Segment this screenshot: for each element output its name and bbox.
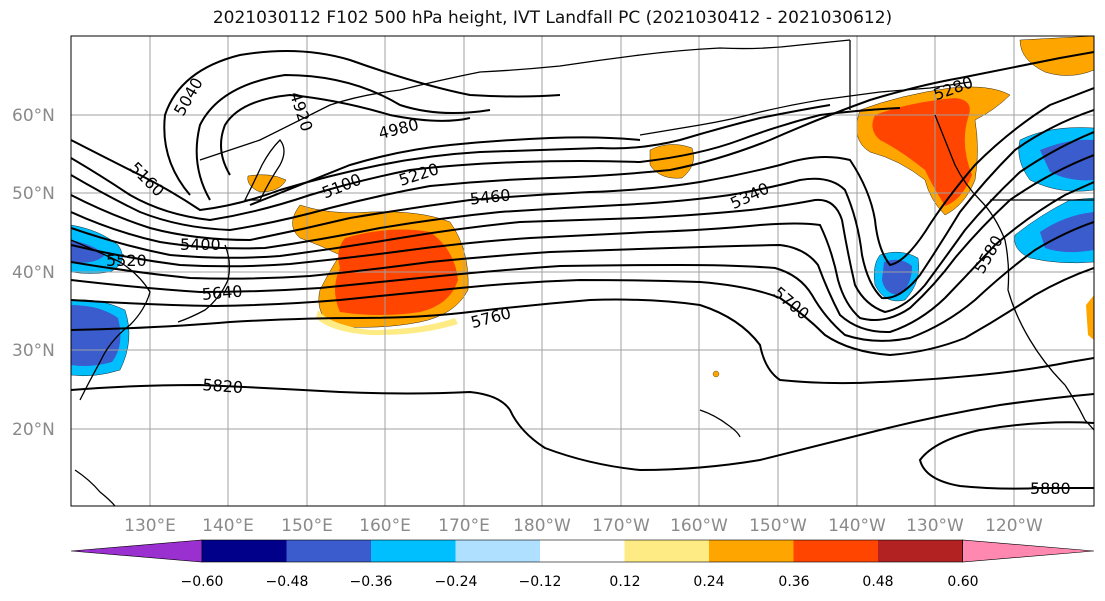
contour-5400 xyxy=(71,109,1094,300)
lon-label: 170°W xyxy=(592,516,650,536)
coast-philippines xyxy=(74,469,116,506)
ivt-dot-hawaii xyxy=(712,370,720,378)
ivt-positive-top-right xyxy=(1019,36,1094,76)
contour-5220 xyxy=(71,107,901,222)
contour-label: 5460 xyxy=(469,185,511,208)
lat-label: 50°N xyxy=(12,184,55,204)
colorbar-tick-label: −0.36 xyxy=(350,574,393,590)
gridlines xyxy=(71,36,1094,506)
lon-label: 140°W xyxy=(828,516,886,536)
colorbar-segment xyxy=(540,540,625,562)
contour-5640 xyxy=(71,221,1094,342)
lon-label: 130°W xyxy=(906,516,964,536)
coast-kamchatka xyxy=(243,139,285,201)
contour-5280 xyxy=(71,51,1094,232)
lat-label: 30°N xyxy=(12,341,55,361)
lat-label: 60°N xyxy=(12,106,55,126)
contour-5820 xyxy=(71,383,1094,472)
lat-label: 40°N xyxy=(12,263,55,283)
coast-japan xyxy=(177,244,231,323)
colorbar: −0.60 −0.48 −0.36 −0.24 −0.12 0.12 0.24 … xyxy=(70,539,1095,590)
colorbar-segments xyxy=(70,539,1095,563)
contour-5100 xyxy=(249,136,641,206)
colorbar-tick-label: 0.48 xyxy=(862,574,893,590)
contour-label: 5520 xyxy=(106,251,147,270)
colorbar-segment xyxy=(202,540,287,562)
colorbar-segment xyxy=(455,540,541,562)
colorbar-extend-high xyxy=(962,539,1095,563)
ivt-core-gulf-alaska xyxy=(872,98,972,206)
lon-label: 160°E xyxy=(359,516,411,536)
height-contours xyxy=(71,50,1094,490)
colorbar-segment xyxy=(709,540,794,562)
contour-label: 5640 xyxy=(201,282,243,304)
colorbar-extend-low xyxy=(70,539,203,563)
colorbar-tick-label: −0.60 xyxy=(181,574,224,590)
lon-label: 170°E xyxy=(438,516,490,536)
latitude-labels: 60°N 50°N 40°N 30°N 20°N xyxy=(12,106,55,440)
lon-label: 150°W xyxy=(749,516,807,536)
contour-5760 xyxy=(71,298,1094,385)
colorbar-segment xyxy=(878,540,963,562)
colorbar-tick-label: −0.48 xyxy=(266,574,309,590)
contour-4980 xyxy=(195,73,491,201)
colorbar-tick-label: −0.12 xyxy=(519,574,562,590)
ivt-yellow-rim xyxy=(316,310,458,336)
contour-5700 xyxy=(71,267,1094,357)
colorbar-tick-label: 0.36 xyxy=(778,574,809,590)
contour-label: 5820 xyxy=(202,375,244,397)
colorbar-tick-label: 0.60 xyxy=(947,574,978,590)
map-frame xyxy=(70,35,1095,507)
lon-label: 180°W xyxy=(513,516,571,536)
contour-5160 xyxy=(71,104,831,212)
contour-5340 xyxy=(71,87,1094,267)
colorbar-segment xyxy=(371,540,456,562)
lon-label: 160°W xyxy=(670,516,728,536)
coast-alaska xyxy=(639,81,971,136)
contour-5520 xyxy=(71,154,1094,321)
contour-5580 xyxy=(71,181,1094,334)
lon-label: 140°E xyxy=(202,516,254,536)
contour-5880 xyxy=(918,421,1094,490)
colorbar-tick-label: 0.12 xyxy=(609,574,640,590)
lon-label: 150°E xyxy=(281,516,333,536)
contour-4920 xyxy=(220,93,471,176)
longitude-labels: 130°E 140°E 150°E 160°E 170°E 180°W 170°… xyxy=(124,516,1043,536)
colorbar-segment xyxy=(286,540,372,562)
coast-korea-china xyxy=(71,239,151,401)
contour-5460 xyxy=(71,131,1094,314)
lon-label: 130°E xyxy=(124,516,176,536)
lat-label: 20°N xyxy=(12,420,55,440)
ivt-negative-west-lower-core xyxy=(71,305,121,366)
colorbar-tick-label: −0.24 xyxy=(435,574,478,590)
ivt-negative-right-upper-core xyxy=(1040,139,1094,181)
colorbar-segment xyxy=(624,540,710,562)
colorbar-ticks: −0.60 −0.48 −0.36 −0.24 −0.12 0.12 0.24 … xyxy=(181,574,979,590)
contour-label: 5400 xyxy=(180,235,221,254)
coast-bc-coast xyxy=(934,114,1066,386)
colorbar-tick-label: 0.24 xyxy=(693,574,724,590)
lon-label: 120°W xyxy=(985,516,1043,536)
coast-siberia xyxy=(199,39,851,161)
ivt-negative-east-pacific-core xyxy=(882,259,912,295)
map-title: 2021030112 F102 500 hPa height, IVT Land… xyxy=(212,8,893,28)
coast-mexico xyxy=(1064,384,1094,431)
coast-hawaii xyxy=(699,409,741,438)
colorbar-segment xyxy=(793,540,879,562)
coastlines xyxy=(71,39,1094,506)
contour-5040 xyxy=(163,50,561,196)
ivt-positive-small-japan xyxy=(247,174,287,193)
ivt-negative-west-upper-core xyxy=(71,240,105,263)
ivt-positive-east-edge xyxy=(1086,295,1094,340)
colorbar-outline xyxy=(201,539,963,563)
contour-label: 5880 xyxy=(1030,479,1071,498)
